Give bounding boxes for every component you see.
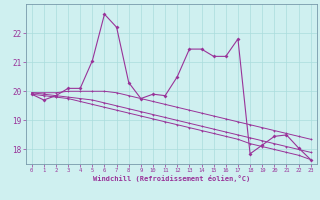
X-axis label: Windchill (Refroidissement éolien,°C): Windchill (Refroidissement éolien,°C): [92, 175, 250, 182]
